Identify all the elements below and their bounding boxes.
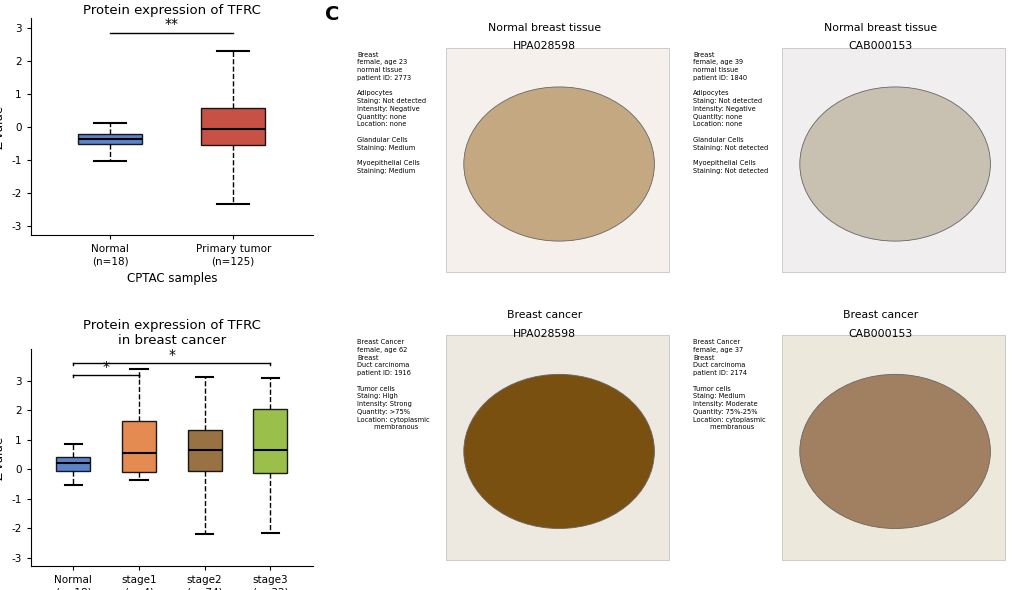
Y-axis label: Z-value: Z-value [0, 435, 6, 480]
FancyBboxPatch shape [782, 48, 1004, 273]
PathPatch shape [56, 457, 91, 471]
Circle shape [464, 374, 654, 529]
PathPatch shape [187, 430, 221, 471]
Text: Breast
female, age 23
normal tissue
patient ID: 2773

Adipocytes
Staing: Not det: Breast female, age 23 normal tissue pati… [357, 52, 426, 174]
Text: Normal breast tissue: Normal breast tissue [487, 23, 600, 33]
Text: Breast
female, age 39
normal tissue
patient ID: 1840

Adipocytes
Staing: Not det: Breast female, age 39 normal tissue pati… [693, 52, 767, 174]
Circle shape [799, 374, 989, 529]
PathPatch shape [201, 109, 265, 145]
Text: Breast Cancer
female, age 62
Breast
Duct carcinoma
patient ID: 1916

Tumor cells: Breast Cancer female, age 62 Breast Duct… [357, 339, 429, 430]
Circle shape [799, 87, 989, 241]
PathPatch shape [78, 134, 143, 144]
FancyBboxPatch shape [351, 305, 674, 566]
Text: HPA028598: HPA028598 [513, 41, 576, 51]
Y-axis label: Z-value: Z-value [0, 104, 6, 149]
FancyBboxPatch shape [782, 335, 1004, 560]
X-axis label: CPTAC samples: CPTAC samples [126, 271, 217, 284]
Text: *: * [103, 360, 109, 374]
Text: *: * [168, 348, 175, 362]
Text: CAB000153: CAB000153 [848, 329, 912, 339]
PathPatch shape [253, 409, 287, 473]
Text: Breast cancer: Breast cancer [842, 310, 917, 320]
Text: Breast cancer: Breast cancer [506, 310, 582, 320]
FancyBboxPatch shape [445, 335, 668, 560]
FancyBboxPatch shape [445, 48, 668, 273]
FancyBboxPatch shape [351, 18, 674, 279]
PathPatch shape [122, 421, 156, 472]
Title: Protein expression of TFRC: Protein expression of TFRC [83, 4, 261, 17]
Text: HPA028598: HPA028598 [513, 329, 576, 339]
Text: CAB000153: CAB000153 [848, 41, 912, 51]
Title: Protein expression of TFRC
in breast cancer: Protein expression of TFRC in breast can… [83, 320, 261, 348]
FancyBboxPatch shape [686, 305, 1009, 566]
Text: C: C [325, 5, 339, 24]
Text: Normal breast tissue: Normal breast tissue [823, 23, 936, 33]
Circle shape [464, 87, 654, 241]
FancyBboxPatch shape [686, 18, 1009, 279]
Text: Breast Cancer
female, age 37
Breast
Duct carcinoma
patient ID: 2174

Tumor cells: Breast Cancer female, age 37 Breast Duct… [693, 339, 765, 430]
Text: **: ** [165, 17, 178, 31]
